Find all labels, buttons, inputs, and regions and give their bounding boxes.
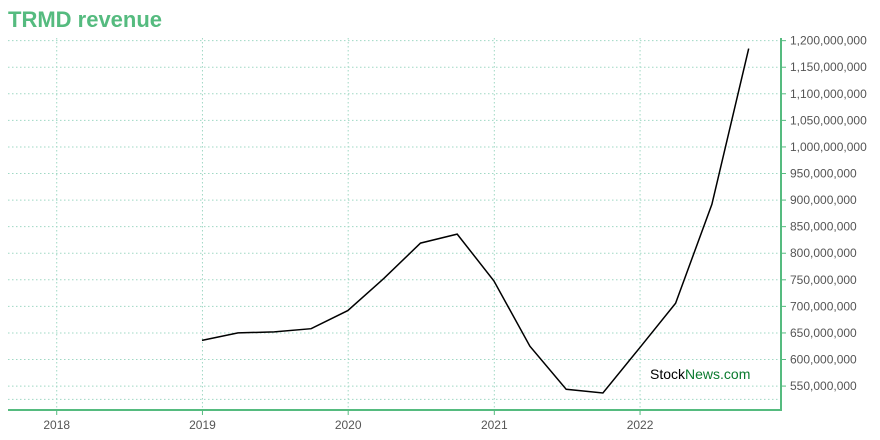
- watermark-part2: News: [685, 366, 720, 382]
- y-axis-ticks: 550,000,000 600,000,000 650,000,000 700,000…: [781, 34, 867, 393]
- y-tick-label: 850,000,000: [790, 220, 857, 234]
- y-tick-label: 900,000,000: [790, 193, 857, 207]
- y-tick-label: 550,000,000: [790, 379, 857, 393]
- y-tick-label: 700,000,000: [790, 299, 857, 313]
- y-tick-label: 1,050,000,000: [790, 113, 867, 127]
- x-tick-label: 2021: [481, 418, 508, 432]
- y-tick-label: 950,000,000: [790, 167, 857, 181]
- chart-title: TRMD revenue: [8, 7, 163, 32]
- watermark-part3: .com: [720, 366, 750, 382]
- x-tick-label: 2019: [189, 418, 216, 432]
- y-tick-label: 800,000,000: [790, 246, 857, 260]
- x-axis-ticks: 2018 2019 2020 2021 2022: [43, 410, 654, 432]
- x-tick-label: 2018: [43, 418, 70, 432]
- grid: [8, 38, 781, 410]
- x-tick-label: 2022: [627, 418, 654, 432]
- y-tick-label: 1,150,000,000: [790, 60, 867, 74]
- y-tick-label: 1,000,000,000: [790, 140, 867, 154]
- y-tick-label: 750,000,000: [790, 273, 857, 287]
- y-tick-label: 600,000,000: [790, 353, 857, 367]
- y-tick-label: 1,100,000,000: [790, 87, 867, 101]
- y-tick-label: 1,200,000,000: [790, 34, 867, 48]
- revenue-series-line: [201, 48, 750, 394]
- watermark: StockNews.com: [650, 366, 750, 382]
- x-tick-label: 2020: [335, 418, 362, 432]
- watermark-part1: Stock: [650, 366, 686, 382]
- y-tick-label: 650,000,000: [790, 326, 857, 340]
